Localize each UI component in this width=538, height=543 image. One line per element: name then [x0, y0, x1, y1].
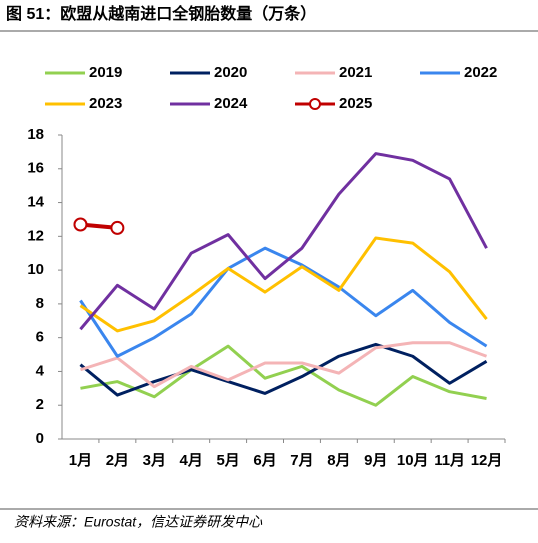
y-tick-label: 4	[36, 362, 45, 379]
y-tick-label: 0	[36, 430, 44, 447]
legend-label: 2024	[214, 95, 248, 112]
x-tick-label: 4月	[180, 452, 203, 469]
y-tick-label: 14	[27, 194, 44, 211]
series-line	[80, 344, 487, 407]
legend-label: 2019	[89, 64, 122, 81]
y-tick-label: 12	[27, 227, 44, 244]
legend-label: 2025	[339, 95, 372, 112]
y-tick-label: 16	[27, 160, 44, 177]
x-tick-label: 11月	[434, 452, 465, 469]
series-line	[79, 152, 488, 331]
legend-label: 2022	[464, 64, 497, 81]
series-line	[80, 341, 488, 389]
x-tick-label: 2月	[106, 452, 129, 469]
legend-label: 2023	[89, 95, 122, 112]
x-tick-label: 6月	[253, 452, 276, 469]
x-tick-label: 10月	[397, 452, 429, 469]
x-tick-label: 5月	[216, 452, 239, 469]
chart-title: 图 51：欧盟从越南进口全钢胎数量（万条）	[6, 4, 316, 23]
x-tick-label: 12月	[471, 452, 503, 469]
y-tick-label: 10	[27, 261, 44, 278]
series-line	[79, 246, 488, 358]
x-tick-label: 7月	[290, 452, 313, 469]
series-marker	[110, 220, 125, 235]
x-tick-label: 8月	[327, 452, 350, 469]
x-tick-label: 9月	[364, 452, 387, 469]
y-tick-label: 2	[36, 396, 44, 413]
series-marker	[73, 217, 88, 232]
source: 资料来源：Eurostat，信达证券研发中心	[14, 514, 263, 530]
series-line	[79, 236, 488, 333]
y-tick-label: 8	[36, 295, 44, 312]
legend-label: 2021	[339, 64, 372, 81]
legend-label: 2020	[214, 64, 247, 81]
y-tick-label: 6	[36, 329, 44, 346]
x-tick-label: 1月	[69, 452, 92, 469]
y-tick-label: 18	[27, 126, 44, 143]
legend-marker	[309, 98, 321, 110]
series-line	[79, 342, 488, 397]
x-tick-label: 3月	[143, 452, 166, 469]
